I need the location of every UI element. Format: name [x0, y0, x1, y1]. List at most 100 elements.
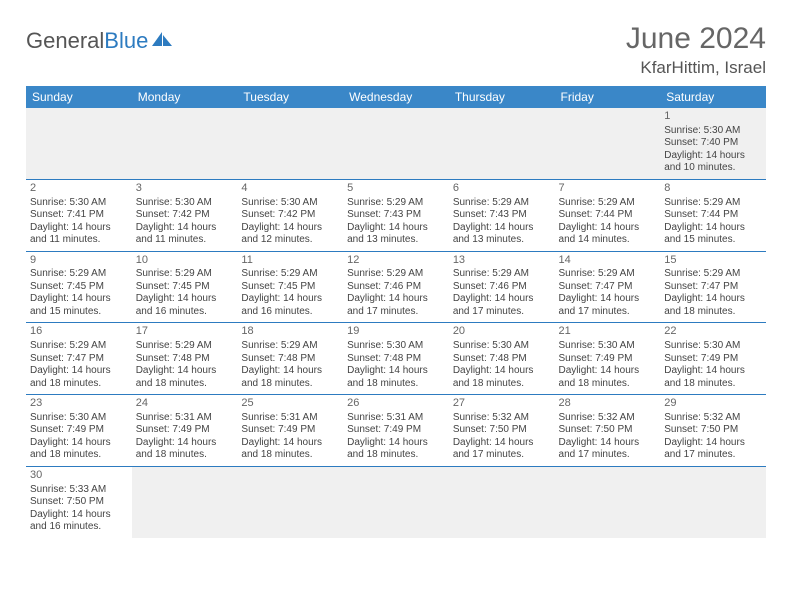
day-number: 17	[136, 325, 234, 339]
sunset-text: Sunset: 7:50 PM	[664, 424, 762, 437]
sunset-text: Sunset: 7:40 PM	[664, 137, 762, 150]
calendar-cell: 28Sunrise: 5:32 AMSunset: 7:50 PMDayligh…	[555, 395, 661, 467]
daylight-text: Daylight: 14 hours and 16 minutes.	[136, 293, 234, 318]
sunset-text: Sunset: 7:43 PM	[453, 209, 551, 222]
sunset-text: Sunset: 7:42 PM	[136, 209, 234, 222]
day-number: 13	[453, 254, 551, 268]
sunset-text: Sunset: 7:49 PM	[347, 424, 445, 437]
daylight-text: Daylight: 14 hours and 18 minutes.	[347, 365, 445, 390]
calendar-week: 2Sunrise: 5:30 AMSunset: 7:41 PMDaylight…	[26, 179, 766, 251]
day-number: 8	[664, 182, 762, 196]
sunset-text: Sunset: 7:45 PM	[136, 281, 234, 294]
daylight-text: Daylight: 14 hours and 18 minutes.	[664, 365, 762, 390]
daylight-text: Daylight: 14 hours and 18 minutes.	[136, 365, 234, 390]
sail-icon	[150, 30, 174, 48]
sunset-text: Sunset: 7:49 PM	[559, 353, 657, 366]
sunset-text: Sunset: 7:48 PM	[347, 353, 445, 366]
calendar-cell: 3Sunrise: 5:30 AMSunset: 7:42 PMDaylight…	[132, 179, 238, 251]
day-header: Thursday	[449, 86, 555, 108]
daylight-text: Daylight: 14 hours and 18 minutes.	[347, 437, 445, 462]
calendar-cell: 29Sunrise: 5:32 AMSunset: 7:50 PMDayligh…	[660, 395, 766, 467]
sunset-text: Sunset: 7:45 PM	[241, 281, 339, 294]
sunrise-text: Sunrise: 5:29 AM	[241, 340, 339, 353]
sunrise-text: Sunrise: 5:31 AM	[241, 412, 339, 425]
brand-logo: GeneralBlue	[26, 28, 174, 54]
calendar-week: 16 Sunrise: 5:29 AM Sunset: 7:47 PM Dayligh…	[26, 323, 766, 395]
day-number: 29	[664, 397, 762, 411]
sunset-text: Sunset: 7:49 PM	[664, 353, 762, 366]
sunrise-text: Sunrise: 5:31 AM	[136, 412, 234, 425]
sunset-text: Sunset: 7:42 PM	[241, 209, 339, 222]
calendar-cell: 17Sunrise: 5:29 AMSunset: 7:48 PMDayligh…	[132, 323, 238, 395]
day-number: 5	[347, 182, 445, 196]
sunrise-text: Sunrise: 5:32 AM	[453, 412, 551, 425]
sunrise-text: Sunrise: 5:29 AM	[664, 268, 762, 281]
sunrise-text: Sunrise: 5:30 AM	[664, 125, 762, 138]
day-number: 20	[453, 325, 551, 339]
sunrise-text: Sunrise: 5:29 AM	[559, 268, 657, 281]
daylight-text: Daylight: 14 hours and 12 minutes.	[241, 222, 339, 247]
calendar-cell	[555, 108, 661, 179]
calendar-cell: 15Sunrise: 5:29 AMSunset: 7:47 PMDayligh…	[660, 251, 766, 323]
calendar-cell	[237, 466, 343, 537]
day-number: 4	[241, 182, 339, 196]
day-number: 7	[559, 182, 657, 196]
sunset-text: Sunset: 7:49 PM	[241, 424, 339, 437]
daylight-text: Daylight: 14 hours and 18 minutes.	[30, 437, 128, 462]
sunset-text: Sunset: 7:47 PM	[664, 281, 762, 294]
calendar-cell: 16Sunrise: 5:29 AMSunset: 7:47 PMDayligh…	[26, 323, 132, 395]
day-number: 23	[30, 397, 128, 411]
calendar-cell: 14Sunrise: 5:29 AMSunset: 7:47 PMDayligh…	[555, 251, 661, 323]
day-number: 21	[559, 325, 657, 339]
calendar-cell	[343, 108, 449, 179]
sunrise-text: Sunrise: 5:29 AM	[136, 268, 234, 281]
calendar-cell: 19Sunrise: 5:30 AMSunset: 7:48 PMDayligh…	[343, 323, 449, 395]
sunrise-text: Sunrise: 5:32 AM	[664, 412, 762, 425]
sunset-text: Sunset: 7:46 PM	[453, 281, 551, 294]
day-header: Tuesday	[237, 86, 343, 108]
daylight-text: Daylight: 14 hours and 16 minutes.	[241, 293, 339, 318]
day-number: 3	[136, 182, 234, 196]
daylight-text: Daylight: 14 hours and 18 minutes.	[559, 365, 657, 390]
calendar-page: GeneralBlue June 2024 KfarHittim, Israel…	[0, 0, 792, 560]
sunrise-text: Sunrise: 5:30 AM	[136, 197, 234, 210]
day-number: 22	[664, 325, 762, 339]
daylight-text: Daylight: 14 hours and 18 minutes.	[136, 437, 234, 462]
sunrise-text: Sunrise: 5:32 AM	[559, 412, 657, 425]
day-header: Friday	[555, 86, 661, 108]
daylight-text: Daylight: 14 hours and 17 minutes.	[559, 293, 657, 318]
sunrise-text: Sunrise: 5:30 AM	[241, 197, 339, 210]
day-number: 9	[30, 254, 128, 268]
daylight-text: Daylight: 14 hours and 16 minutes.	[30, 509, 128, 534]
calendar-cell: 2Sunrise: 5:30 AMSunset: 7:41 PMDaylight…	[26, 179, 132, 251]
calendar-cell: 22Sunrise: 5:30 AMSunset: 7:49 PMDayligh…	[660, 323, 766, 395]
sunrise-text: Sunrise: 5:29 AM	[30, 268, 128, 281]
calendar-cell: 5Sunrise: 5:29 AMSunset: 7:43 PMDaylight…	[343, 179, 449, 251]
day-number: 26	[347, 397, 445, 411]
sunrise-text: Sunrise: 5:29 AM	[453, 197, 551, 210]
calendar-cell: 9Sunrise: 5:29 AMSunset: 7:45 PMDaylight…	[26, 251, 132, 323]
location-label: KfarHittim, Israel	[626, 58, 766, 78]
calendar-cell: 7Sunrise: 5:29 AMSunset: 7:44 PMDaylight…	[555, 179, 661, 251]
day-number: 16	[30, 325, 128, 339]
day-header: Saturday	[660, 86, 766, 108]
sunrise-text: Sunrise: 5:30 AM	[453, 340, 551, 353]
sunrise-text: Sunrise: 5:30 AM	[30, 412, 128, 425]
day-number: 30	[30, 469, 128, 483]
calendar-cell: 23Sunrise: 5:30 AMSunset: 7:49 PMDayligh…	[26, 395, 132, 467]
month-title: June 2024	[626, 22, 766, 56]
calendar-cell: 27Sunrise: 5:32 AMSunset: 7:50 PMDayligh…	[449, 395, 555, 467]
daylight-text: Daylight: 14 hours and 17 minutes.	[453, 437, 551, 462]
sunset-text: Sunset: 7:49 PM	[30, 424, 128, 437]
daylight-text: Daylight: 14 hours and 13 minutes.	[347, 222, 445, 247]
brand-part2: Blue	[104, 28, 148, 54]
calendar-cell: 8Sunrise: 5:29 AMSunset: 7:44 PMDaylight…	[660, 179, 766, 251]
calendar-cell	[660, 466, 766, 537]
daylight-text: Daylight: 14 hours and 17 minutes.	[347, 293, 445, 318]
sunset-text: Sunset: 7:47 PM	[30, 353, 128, 366]
sunrise-text: Sunrise: 5:33 AM	[30, 484, 128, 497]
calendar-body: 1Sunrise: 5:30 AMSunset: 7:40 PMDaylight…	[26, 108, 766, 538]
calendar-cell: 6Sunrise: 5:29 AMSunset: 7:43 PMDaylight…	[449, 179, 555, 251]
day-header-row: SundayMondayTuesdayWednesdayThursdayFrid…	[26, 86, 766, 108]
title-block: June 2024 KfarHittim, Israel	[626, 22, 766, 78]
